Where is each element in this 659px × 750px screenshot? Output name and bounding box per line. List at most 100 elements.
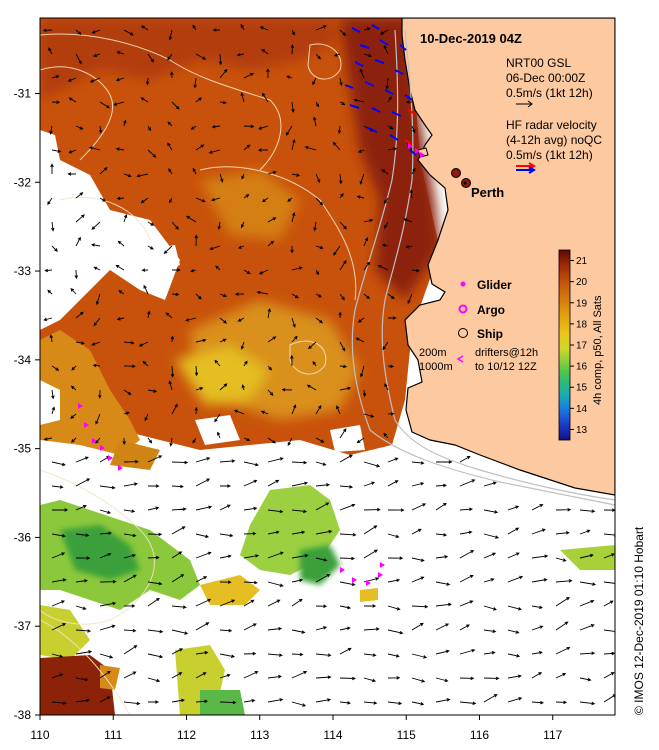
gsl-vector xyxy=(243,580,258,585)
gsl-vector xyxy=(507,605,522,611)
gsl-vector xyxy=(243,269,251,275)
gsl-vector xyxy=(579,509,596,513)
gsl-vector xyxy=(385,77,389,90)
gsl-vector xyxy=(339,533,357,537)
gsl-vector xyxy=(339,556,355,561)
gsl-vector xyxy=(88,146,101,151)
gsl-vector xyxy=(384,383,389,391)
gsl-vector xyxy=(337,125,342,135)
gsl-vector xyxy=(163,245,173,254)
gsl-vector xyxy=(291,29,295,36)
gsl-vector xyxy=(243,194,250,199)
gsl-vector xyxy=(147,506,160,511)
gsl-vector xyxy=(531,650,543,655)
gsl-vector xyxy=(140,25,149,31)
gsl-vector xyxy=(215,265,221,271)
gsl-vector xyxy=(363,701,378,705)
gsl-vector xyxy=(70,385,77,391)
gsl-vector xyxy=(555,579,573,583)
gsl-vector xyxy=(291,530,306,535)
place-label-perth: Perth xyxy=(471,185,504,200)
gsl-vector xyxy=(171,221,179,230)
gsl-vector xyxy=(555,621,569,631)
gsl-vector xyxy=(123,701,141,706)
gsl-vector xyxy=(555,646,571,655)
gsl-vector xyxy=(291,335,298,343)
gsl-vector xyxy=(219,173,224,183)
gsl-vector xyxy=(411,604,429,609)
gsl-vector xyxy=(240,92,245,103)
gsl-vector xyxy=(267,530,280,535)
x-tick-label: 114 xyxy=(323,728,342,742)
gsl-vector xyxy=(75,236,81,247)
gsl-vector xyxy=(267,551,284,559)
gsl-vector xyxy=(411,167,416,175)
gsl-vector xyxy=(290,44,295,55)
gsl-vector xyxy=(383,432,389,439)
plot-frame xyxy=(39,17,616,716)
gsl-vector xyxy=(405,100,413,104)
gsl-vector xyxy=(123,173,132,178)
gsl-vector xyxy=(243,360,248,367)
gsl-vector xyxy=(339,626,351,631)
gsl-vector xyxy=(51,149,62,153)
gsl-vector xyxy=(67,172,77,176)
gsl-vector xyxy=(411,528,422,535)
gsl-vector xyxy=(411,653,428,659)
gsl-vector xyxy=(603,553,615,559)
gsl-vector xyxy=(359,365,365,378)
gsl-vector xyxy=(483,605,497,611)
gsl-vector xyxy=(98,389,102,399)
gsl-vector xyxy=(51,406,56,415)
gsl-vector xyxy=(89,77,101,83)
hf-legend: HF radar velocity (4-12h avg) noQC 0.5m/… xyxy=(506,118,602,174)
gsl-vector xyxy=(483,533,500,539)
gsl-vector xyxy=(43,317,53,322)
hf-radar-vectors xyxy=(344,24,417,156)
gsl-vector xyxy=(192,437,197,444)
hf-legend-scale: 0.5m/s (1kt 12h) xyxy=(506,148,593,162)
gsl-vector xyxy=(51,623,67,631)
gsl-vector xyxy=(387,480,399,487)
gsl-vector xyxy=(194,234,199,247)
gsl-vector xyxy=(258,269,269,275)
gsl-vector xyxy=(459,550,475,559)
x-tick-label: 111 xyxy=(104,728,123,742)
gsl-vector xyxy=(170,365,175,378)
gsl-vector xyxy=(304,145,317,151)
gsl-vector xyxy=(147,221,155,226)
gsl-vector xyxy=(211,124,221,129)
gsl-current-vectors xyxy=(42,23,615,707)
gsl-vector xyxy=(261,92,269,103)
gsl-vector xyxy=(291,671,308,679)
gsl-vector xyxy=(147,597,160,607)
gsl-vector xyxy=(363,237,369,247)
gsl-vector xyxy=(75,677,89,682)
gsl-vector xyxy=(123,459,139,464)
gsl-vector xyxy=(116,196,125,201)
gsl-vector xyxy=(70,287,77,295)
gsl-vector xyxy=(267,509,284,514)
credit-text: © IMOS 12-Dec-2019 01:10 Hobart xyxy=(632,526,646,715)
gsl-vector xyxy=(145,77,150,86)
y-tick-label: -36 xyxy=(14,530,32,544)
gsl-vector xyxy=(95,413,101,425)
gsl-vector xyxy=(123,341,135,345)
colorbar-tick-label: 21 xyxy=(576,256,588,267)
gsl-vector xyxy=(339,29,347,36)
gsl-legend-line2: 06-Dec 00:00Z xyxy=(506,71,585,85)
gsl-vector xyxy=(286,75,293,79)
gsl-vector xyxy=(143,284,149,295)
gsl-vector xyxy=(363,481,376,487)
gsl-vector xyxy=(116,317,125,321)
gsl-vector xyxy=(169,197,173,204)
gsl-vector xyxy=(75,579,88,583)
gsl-vector xyxy=(195,576,208,583)
gsl-vector xyxy=(99,509,112,514)
gsl-vector xyxy=(51,221,55,232)
colorbar-tick-label: 15 xyxy=(576,383,588,394)
gsl-vector xyxy=(267,308,272,319)
colorbar-ticks: 21 20 19 18 17 16 15 14 13 xyxy=(570,256,588,436)
gsl-vector xyxy=(93,317,101,327)
gsl-vector xyxy=(243,554,260,559)
